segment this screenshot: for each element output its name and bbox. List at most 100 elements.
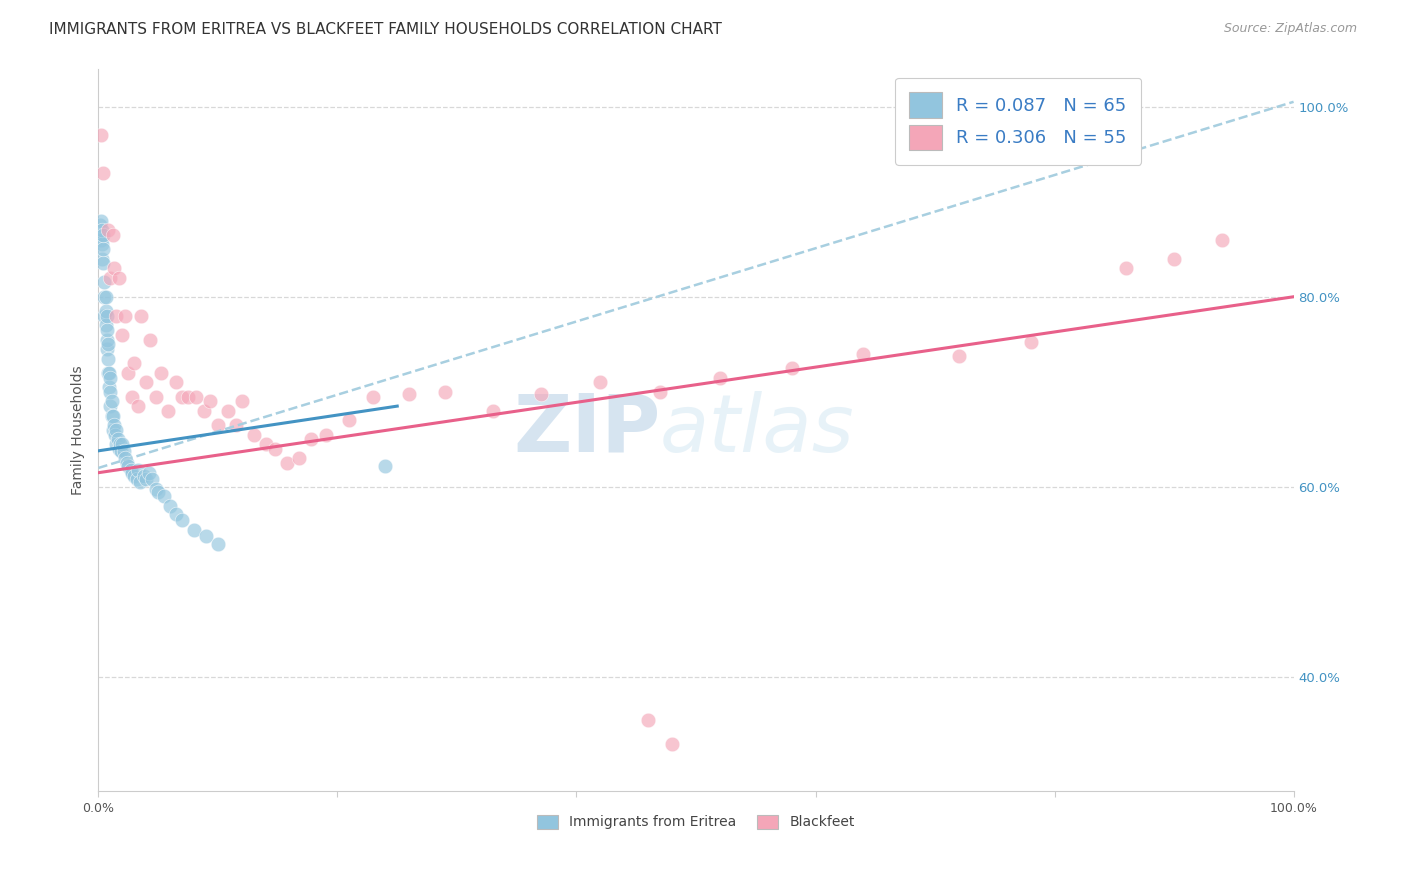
Point (138, 466, 160, 480)
Point (172, 513, 194, 527)
Point (91, 237, 114, 252)
Point (89, 227, 111, 242)
Point (91, 166, 114, 180)
Text: Source: ZipAtlas.com: Source: ZipAtlas.com (1223, 22, 1357, 36)
Point (852, 347, 875, 361)
Point (103, 261, 125, 276)
Point (231, 394, 253, 409)
Point (93, 290, 115, 304)
Point (132, 468, 155, 483)
Point (195, 529, 218, 543)
Point (145, 482, 167, 496)
Point (98, 380, 121, 394)
Point (90, 213, 112, 227)
Point (139, 333, 162, 347)
Point (117, 458, 139, 473)
Point (1019, 335, 1042, 350)
Point (129, 475, 152, 490)
Point (186, 390, 208, 404)
Point (104, 427, 127, 442)
Point (96, 309, 118, 323)
Point (165, 507, 187, 521)
Point (135, 472, 157, 486)
Point (127, 463, 149, 477)
Point (1115, 261, 1137, 276)
Point (97, 337, 120, 351)
Point (121, 466, 143, 480)
Point (1211, 233, 1233, 247)
Point (530, 386, 553, 401)
Point (193, 404, 215, 418)
Point (107, 270, 129, 285)
Point (254, 437, 277, 451)
Point (276, 456, 298, 470)
Point (89, 219, 111, 233)
Point (111, 327, 134, 342)
Point (149, 366, 172, 380)
Point (103, 418, 125, 433)
Point (121, 390, 143, 404)
Point (96, 342, 118, 356)
Point (183, 523, 205, 537)
Point (96, 333, 118, 347)
Point (207, 418, 229, 433)
Point (339, 413, 361, 427)
Point (243, 427, 266, 442)
Point (100, 399, 122, 413)
Point (97, 223, 120, 237)
Point (93, 276, 115, 290)
Legend: Immigrants from Eritrea, Blackfeet: Immigrants from Eritrea, Blackfeet (531, 809, 860, 835)
Point (217, 404, 239, 418)
Point (97, 351, 120, 366)
Point (107, 442, 129, 456)
Point (101, 409, 124, 423)
Text: ZIP: ZIP (513, 391, 661, 469)
Point (125, 472, 148, 486)
Text: atlas: atlas (661, 391, 855, 469)
Point (434, 384, 457, 399)
Point (198, 394, 221, 409)
Point (120, 463, 142, 477)
Point (100, 270, 122, 285)
Point (98, 366, 121, 380)
Point (94, 304, 117, 318)
Point (131, 309, 153, 323)
Point (589, 376, 612, 390)
Point (177, 390, 200, 404)
Point (100, 394, 122, 409)
Point (135, 376, 157, 390)
Point (207, 537, 229, 551)
Point (299, 433, 322, 447)
Point (112, 443, 135, 458)
Point (117, 366, 139, 380)
Y-axis label: Family Households: Family Households (72, 365, 86, 495)
Point (100, 384, 122, 399)
Point (101, 227, 124, 242)
Point (1163, 252, 1185, 266)
Point (948, 349, 970, 363)
Point (637, 713, 659, 727)
Point (94, 290, 117, 304)
Point (264, 442, 287, 456)
Point (105, 437, 128, 451)
Point (100, 370, 122, 384)
Point (288, 451, 311, 466)
Point (374, 458, 396, 473)
Point (110, 443, 132, 458)
Point (91, 252, 114, 266)
Point (101, 423, 124, 437)
Point (115, 456, 138, 470)
Point (398, 386, 420, 401)
Point (141, 472, 163, 486)
Point (145, 390, 167, 404)
Point (124, 468, 146, 483)
Point (165, 376, 187, 390)
Point (709, 370, 731, 384)
Point (315, 427, 337, 442)
Point (90, 128, 112, 142)
Point (91, 256, 114, 270)
Point (780, 361, 803, 376)
Point (107, 433, 129, 447)
Point (650, 384, 672, 399)
Point (91, 227, 114, 242)
